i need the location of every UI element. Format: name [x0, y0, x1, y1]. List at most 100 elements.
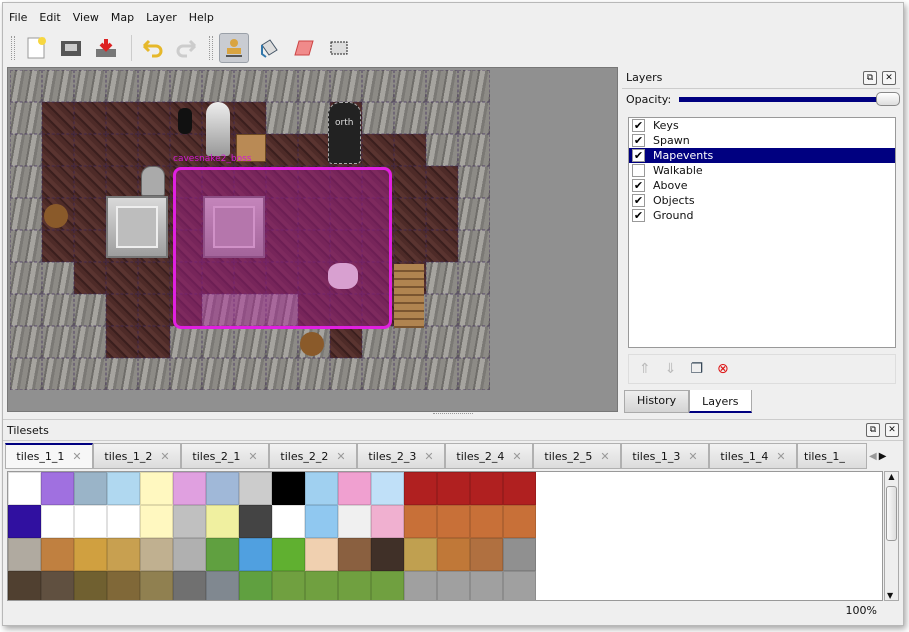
tileset-tile[interactable]: [8, 505, 41, 538]
tileset-tile[interactable]: [239, 571, 272, 600]
dirt-tile[interactable]: [106, 102, 138, 134]
rock-tile[interactable]: [42, 262, 74, 294]
duplicate-layer-icon[interactable]: ❐: [690, 361, 704, 377]
dirt-tile[interactable]: [330, 326, 362, 358]
tileset-tile[interactable]: [437, 571, 470, 600]
tileset-tile[interactable]: [305, 505, 338, 538]
dirt-tile[interactable]: [106, 134, 138, 166]
tileset-tile[interactable]: [206, 571, 239, 600]
rock-tile[interactable]: [362, 102, 394, 134]
tileset-tile[interactable]: [470, 571, 503, 600]
tileset-tile[interactable]: [404, 472, 437, 505]
tileset-tile[interactable]: [107, 538, 140, 571]
rock-tile[interactable]: [330, 358, 362, 390]
rock-tile[interactable]: [458, 294, 490, 326]
tileset-tile[interactable]: [503, 505, 536, 538]
dirt-tile[interactable]: [170, 134, 202, 166]
rock-tile[interactable]: [394, 358, 426, 390]
dirt-tile[interactable]: [330, 166, 362, 198]
dirt-tile[interactable]: [362, 134, 394, 166]
layer-item-objects[interactable]: ✔ Objects: [629, 193, 895, 208]
rock-tile[interactable]: [10, 166, 42, 198]
rock-tile[interactable]: [170, 70, 202, 102]
rock-tile[interactable]: [74, 294, 106, 326]
tileset-view[interactable]: [7, 471, 883, 601]
dirt-tile[interactable]: [298, 166, 330, 198]
tileset-tile[interactable]: [305, 472, 338, 505]
tileset-tab[interactable]: tiles_2_4 ✕: [445, 443, 533, 469]
rock-tile[interactable]: [170, 358, 202, 390]
dirt-tile[interactable]: [426, 230, 458, 262]
tileset-tile[interactable]: [239, 472, 272, 505]
rock-tile[interactable]: [266, 326, 298, 358]
tileset-tile[interactable]: [371, 571, 404, 600]
tileset-tile[interactable]: [338, 571, 371, 600]
dirt-tile[interactable]: [298, 262, 330, 294]
dirt-tile[interactable]: [298, 294, 330, 326]
dirt-tile[interactable]: [330, 198, 362, 230]
tab-scroll-left-icon[interactable]: ◀: [869, 450, 877, 462]
dirt-tile[interactable]: [106, 262, 138, 294]
rock-tile[interactable]: [458, 134, 490, 166]
dirt-tile[interactable]: [362, 230, 394, 262]
tileset-tile[interactable]: [338, 505, 371, 538]
tileset-tile[interactable]: [437, 538, 470, 571]
toolbar-grip[interactable]: [209, 36, 213, 60]
float-icon[interactable]: ⧉: [863, 70, 877, 85]
tileset-tab[interactable]: tiles_2_2 ✕: [269, 443, 357, 469]
rock-tile[interactable]: [10, 102, 42, 134]
rock-tile[interactable]: [458, 358, 490, 390]
map-event-object[interactable]: [173, 167, 392, 329]
raise-layer-icon[interactable]: ⇑: [639, 361, 651, 377]
rock-tile[interactable]: [42, 294, 74, 326]
float-icon[interactable]: ⧉: [866, 423, 880, 437]
dirt-tile[interactable]: [362, 198, 394, 230]
tileset-tile[interactable]: [41, 571, 74, 600]
layer-item-above[interactable]: ✔ Above: [629, 178, 895, 193]
tileset-tile[interactable]: [239, 505, 272, 538]
rock-tile[interactable]: [138, 358, 170, 390]
tileset-tile[interactable]: [371, 472, 404, 505]
rock-tile[interactable]: [106, 358, 138, 390]
dirt-tile[interactable]: [42, 134, 74, 166]
tileset-tab[interactable]: tiles_1_1 ✕: [5, 443, 93, 469]
rock-tile[interactable]: [266, 102, 298, 134]
dirt-tile[interactable]: [426, 166, 458, 198]
rock-tile[interactable]: [458, 102, 490, 134]
rock-tile[interactable]: [394, 70, 426, 102]
rectangle-select-icon[interactable]: [324, 33, 354, 63]
tileset-tile[interactable]: [404, 571, 437, 600]
tileset-tile[interactable]: [140, 505, 173, 538]
tileset-tile[interactable]: [206, 472, 239, 505]
close-tab-icon[interactable]: ✕: [160, 449, 170, 463]
dirt-tile[interactable]: [74, 166, 106, 198]
rock-tile[interactable]: [298, 358, 330, 390]
menu-help[interactable]: Help: [188, 11, 214, 24]
tileset-tab[interactable]: tiles_1_3 ✕: [621, 443, 709, 469]
close-icon[interactable]: ✕: [882, 70, 896, 85]
tileset-tab[interactable]: tiles_1_4 ✕: [709, 443, 797, 469]
visibility-checkbox[interactable]: ✔: [632, 179, 645, 192]
rock-tile[interactable]: [458, 166, 490, 198]
tileset-tile[interactable]: [74, 472, 107, 505]
rock-tile[interactable]: [298, 102, 330, 134]
tileset-tile[interactable]: [470, 505, 503, 538]
dirt-tile[interactable]: [298, 134, 330, 166]
layer-item-spawn[interactable]: ✔ Spawn: [629, 133, 895, 148]
dirt-tile[interactable]: [138, 134, 170, 166]
tileset-scrollbar[interactable]: ▲ ▼: [884, 471, 899, 601]
save-icon[interactable]: [91, 33, 121, 63]
lower-layer-icon[interactable]: ⇓: [664, 361, 677, 377]
menu-map[interactable]: Map: [110, 11, 135, 24]
tileset-tile[interactable]: [41, 505, 74, 538]
tileset-tab[interactable]: tiles_2_1 ✕: [181, 443, 269, 469]
rock-tile[interactable]: [330, 70, 362, 102]
dirt-tile[interactable]: [234, 262, 266, 294]
dirt-tile[interactable]: [74, 230, 106, 262]
layer-item-ground[interactable]: ✔ Ground: [629, 208, 895, 223]
rock-tile[interactable]: [170, 326, 202, 358]
close-tab-icon[interactable]: ✕: [336, 449, 346, 463]
tileset-tile[interactable]: [338, 472, 371, 505]
dirt-tile[interactable]: [74, 262, 106, 294]
layer-item-walkable[interactable]: Walkable: [629, 163, 895, 178]
